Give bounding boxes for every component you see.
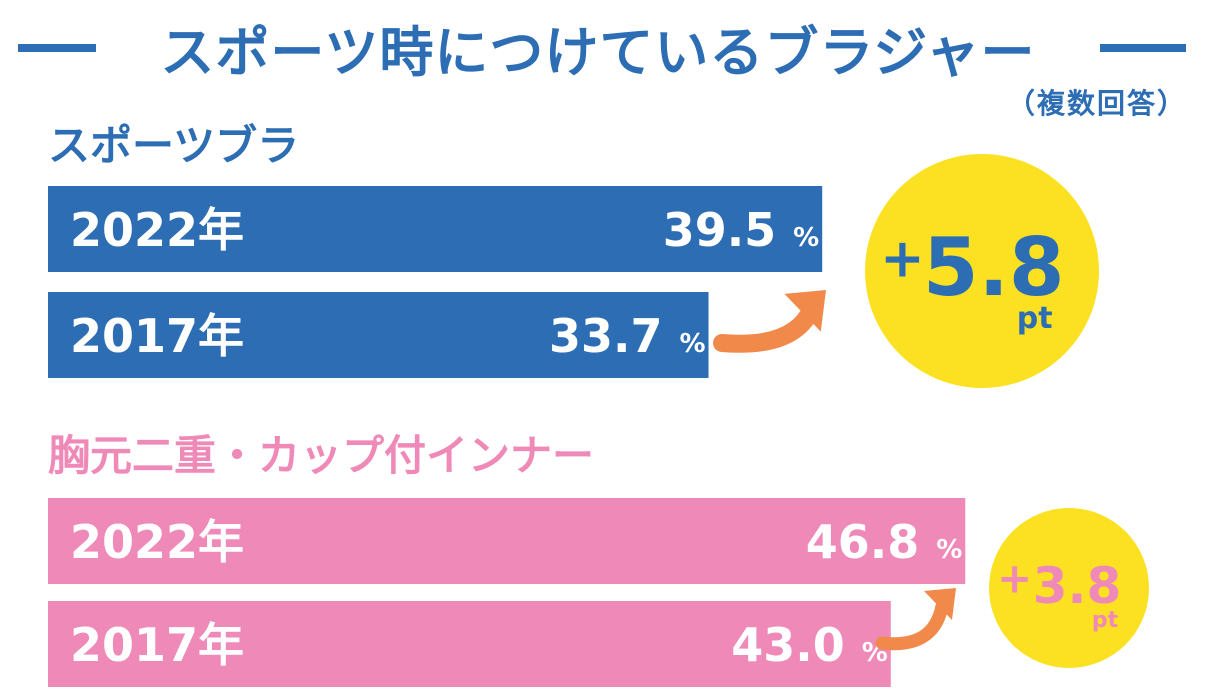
data-label: 43.0	[731, 618, 845, 672]
change-badge-sports	[865, 154, 1099, 388]
title-rule-left	[18, 44, 96, 52]
change-sign: +	[997, 554, 1032, 603]
category-label: 2022年	[70, 203, 244, 257]
bar-sports-2022	[48, 186, 823, 272]
title-bar: スポーツ時につけているブラジャー	[0, 8, 1209, 84]
change-unit: pt	[1092, 608, 1119, 633]
data-label-unit: %	[679, 329, 705, 359]
growth-arrow-inner	[875, 599, 949, 651]
data-label: 46.8	[806, 515, 920, 569]
data-label: 33.7	[549, 309, 663, 363]
data-label-unit: %	[936, 535, 962, 565]
data-label: 39.5	[663, 203, 777, 257]
change-unit: pt	[1017, 301, 1053, 336]
change-value: 3.8	[1033, 557, 1122, 615]
category-label: 2017年	[70, 618, 244, 672]
category-label: 2017年	[70, 309, 244, 363]
bar-sports-2017	[48, 292, 709, 378]
change-badge-inner	[989, 508, 1149, 668]
change-value: 5.8	[923, 221, 1065, 314]
section-title-cup-inner: 胸元二重・カップ付インナー	[48, 431, 595, 480]
multiple-answer-note: （複数回答）	[1006, 87, 1187, 120]
growth-arrowhead-sports	[784, 290, 826, 332]
title-rule-right	[1100, 44, 1186, 52]
category-label: 2022年	[70, 515, 244, 569]
bar-inner-2022	[48, 498, 966, 584]
growth-arrow-sports	[713, 299, 821, 353]
page-title: スポーツ時につけているブラジャー	[160, 21, 1036, 84]
bar-inner-2017	[48, 601, 891, 687]
change-sign: +	[880, 228, 925, 290]
data-label-unit: %	[793, 223, 819, 253]
growth-arrowhead-inner	[924, 588, 956, 620]
section-title-sports-bra: スポーツブラ	[48, 121, 300, 170]
